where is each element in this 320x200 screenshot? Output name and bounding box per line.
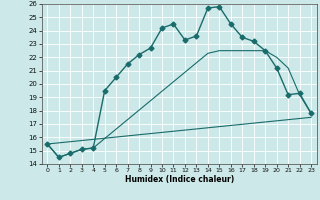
X-axis label: Humidex (Indice chaleur): Humidex (Indice chaleur) bbox=[124, 175, 234, 184]
